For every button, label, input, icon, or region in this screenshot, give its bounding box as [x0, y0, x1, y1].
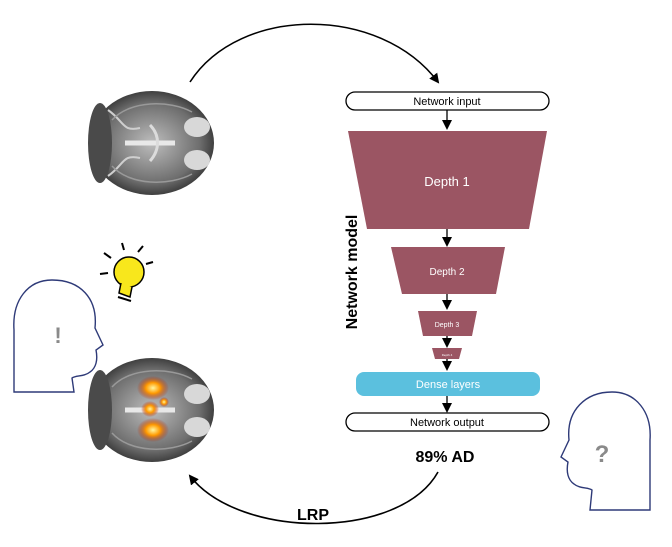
- head-question-icon: ?: [560, 391, 651, 511]
- depth-1-label: Depth 1: [424, 174, 470, 189]
- depth-3-layer: [418, 311, 477, 336]
- depth-4-label: Depth 4: [442, 353, 453, 357]
- network-model-label: Network model: [344, 215, 361, 330]
- top-curved-arrow: [189, 23, 440, 84]
- relevance-brain-image: [88, 358, 214, 462]
- question-mark: ?: [595, 441, 610, 468]
- exclamation-mark: !: [54, 323, 61, 348]
- relevance-heatmap-top: [137, 376, 169, 400]
- depth-2-layer: [391, 247, 505, 294]
- input-brain-image: [88, 91, 214, 195]
- depth-3-label: Depth 3: [435, 322, 460, 329]
- relevance-heatmap-bottom: [137, 418, 169, 442]
- network-output-box: [345, 412, 550, 432]
- lrp-label: LRP: [297, 507, 329, 524]
- lightbulb-icon: [99, 242, 154, 302]
- dense-layers-label: Dense layers: [416, 379, 481, 391]
- network-input-label: Network input: [413, 96, 480, 108]
- prediction-label: 89% AD: [416, 449, 475, 466]
- bottom-curved-arrow: [188, 471, 439, 525]
- depth-4-layer: [432, 348, 462, 359]
- network-output-label: Network output: [410, 417, 484, 429]
- dense-layers-box: [356, 372, 540, 396]
- depth-2-label: Depth 2: [429, 267, 464, 278]
- depth-1-layer: [348, 131, 547, 229]
- head-insight-icon: !: [13, 279, 104, 393]
